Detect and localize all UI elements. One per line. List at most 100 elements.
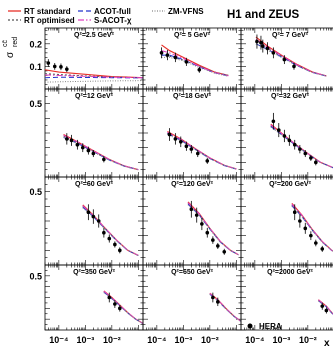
x-tick-label: 10⁻⁴ bbox=[147, 335, 166, 345]
data-point bbox=[211, 295, 215, 300]
y-axis-label-sup: cc̄ bbox=[2, 40, 9, 48]
data-points bbox=[65, 133, 106, 163]
x-ticks bbox=[44, 265, 139, 330]
data-point bbox=[298, 147, 302, 151]
data-point bbox=[276, 128, 281, 132]
data-points bbox=[271, 112, 318, 166]
panel: 0.5 10⁻⁴ 10⁻³ 10⁻² Q²=350 GeV² bbox=[29, 264, 144, 345]
theory-curves bbox=[291, 203, 333, 252]
panel: 10⁻⁴ 10⁻³ 10⁻² Q²=2000 GeV² bbox=[240, 264, 333, 345]
data-point bbox=[271, 119, 276, 124]
data-point bbox=[184, 60, 189, 64]
y-ticks bbox=[241, 264, 246, 331]
data-point bbox=[107, 295, 112, 300]
data-point bbox=[197, 67, 202, 72]
y-tick-label: 0.1 bbox=[29, 62, 42, 72]
data-point bbox=[159, 51, 164, 55]
data-point bbox=[113, 242, 117, 247]
panel-frame bbox=[142, 176, 242, 266]
data-point bbox=[216, 244, 220, 248]
legend-label: S-ACOT-χ bbox=[94, 16, 132, 25]
y-ticks bbox=[143, 29, 241, 90]
data-point bbox=[165, 53, 170, 57]
data-point bbox=[102, 230, 106, 235]
series-line bbox=[167, 131, 237, 170]
panel: 0.1 0.2 Q²=2.5 GeV² bbox=[29, 27, 144, 90]
data-point bbox=[189, 147, 194, 151]
data-point bbox=[309, 233, 313, 238]
panel-frame bbox=[240, 88, 333, 178]
panel-label: Q²=200 GeV² bbox=[269, 181, 311, 188]
x-tick-label: 10⁻³ bbox=[76, 335, 94, 345]
data-point bbox=[178, 140, 183, 144]
data-point bbox=[200, 222, 204, 226]
data-point bbox=[271, 51, 276, 55]
series-line bbox=[270, 126, 333, 169]
data-points bbox=[46, 59, 69, 73]
y-ticks bbox=[45, 176, 143, 266]
panel-label: Q²=60 GeV² bbox=[75, 181, 114, 188]
data-point bbox=[314, 160, 318, 165]
series-line bbox=[167, 133, 237, 170]
data-point bbox=[118, 306, 122, 311]
panel: Q²=120 GeV² bbox=[142, 176, 242, 266]
legend-label: ACOT-full bbox=[94, 7, 131, 16]
data-point bbox=[324, 308, 329, 313]
data-point bbox=[255, 39, 259, 44]
data-point bbox=[292, 142, 297, 147]
legend-item: RT standard bbox=[8, 7, 71, 16]
data-point bbox=[194, 213, 199, 217]
series-line bbox=[45, 76, 143, 79]
data-point bbox=[65, 67, 69, 71]
series-line bbox=[161, 50, 229, 77]
series-line bbox=[63, 136, 139, 171]
data-points bbox=[159, 47, 202, 73]
data-points bbox=[211, 292, 220, 307]
data-point bbox=[86, 210, 91, 214]
data-point bbox=[298, 219, 302, 223]
y-axis-label-main: σ bbox=[5, 51, 16, 58]
data-points bbox=[255, 34, 296, 70]
data-point bbox=[292, 64, 296, 69]
data-points bbox=[107, 292, 122, 312]
data-point bbox=[259, 40, 263, 45]
data-point bbox=[309, 156, 313, 160]
panel: 10⁻⁴ 10⁻³ 10⁻² Q²=650 GeV² bbox=[142, 264, 242, 345]
legend-swatch bbox=[247, 323, 253, 329]
data-point bbox=[167, 132, 172, 137]
panel: Q²= 5 GeV² bbox=[142, 27, 242, 90]
series-line bbox=[63, 136, 139, 171]
data-point bbox=[113, 302, 117, 306]
series-line bbox=[255, 43, 327, 77]
data-point bbox=[265, 46, 270, 51]
panel-frame bbox=[240, 176, 333, 266]
data-point bbox=[320, 247, 325, 251]
series-line bbox=[82, 207, 139, 257]
data-point bbox=[184, 144, 189, 148]
data-point bbox=[65, 137, 69, 141]
theory-curves bbox=[255, 36, 327, 77]
x-tick-label: 10⁻² bbox=[299, 335, 317, 345]
panel-label: Q²=12 GeV² bbox=[75, 93, 114, 100]
data-point bbox=[118, 248, 122, 253]
x-tick-label: 10⁻² bbox=[201, 335, 219, 345]
data-point bbox=[173, 137, 178, 141]
series-line bbox=[255, 36, 327, 77]
x-ticks bbox=[240, 177, 333, 265]
data-point bbox=[282, 134, 287, 138]
data-points bbox=[86, 204, 122, 254]
series-line bbox=[209, 293, 241, 322]
series-line bbox=[291, 205, 333, 252]
y-ticks bbox=[241, 88, 246, 178]
data-point bbox=[91, 151, 96, 156]
panel-frame bbox=[44, 88, 144, 178]
theory-curves bbox=[45, 69, 143, 83]
panel-frame bbox=[142, 88, 242, 178]
x-tick-label: 10⁻⁴ bbox=[49, 335, 68, 345]
x-axis-label: x bbox=[324, 338, 330, 349]
theory-curves bbox=[82, 204, 139, 257]
series-line bbox=[63, 134, 139, 171]
data-point bbox=[69, 138, 74, 143]
y-ticks bbox=[143, 88, 241, 178]
